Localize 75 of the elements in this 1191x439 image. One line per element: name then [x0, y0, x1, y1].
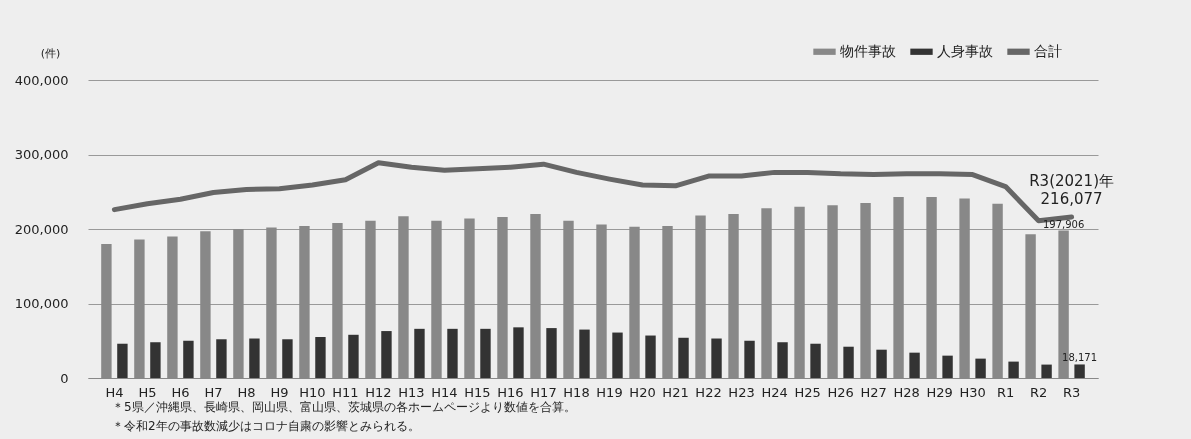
x-tick-label: H12 — [365, 384, 392, 400]
y-tick-label: 200,000 — [14, 221, 69, 237]
x-tick-label: H25 — [794, 384, 821, 400]
x-tick-label: H13 — [398, 384, 425, 400]
legend-label: 人身事故 — [937, 42, 993, 59]
bar — [249, 338, 260, 378]
x-tick-label: H10 — [299, 384, 326, 400]
y-axis-title: (件) — [40, 46, 61, 60]
x-tick-label: H28 — [893, 384, 920, 400]
bar — [513, 327, 524, 378]
bar — [447, 328, 458, 378]
x-tick-label: R1 — [996, 384, 1015, 400]
x-tick-label: H22 — [695, 384, 722, 400]
bar — [150, 342, 161, 378]
x-tick-label: H20 — [629, 384, 656, 400]
bar — [1008, 361, 1019, 378]
y-tick-label: 100,000 — [14, 296, 69, 311]
x-tick-label: H30 — [959, 384, 986, 400]
bar — [1074, 364, 1085, 378]
bar — [942, 355, 953, 378]
y-tick-label: 300,000 — [14, 147, 69, 162]
legend-label: 合計 — [1034, 42, 1062, 59]
x-tick-label: H15 — [464, 384, 491, 400]
bar — [579, 329, 590, 378]
x-tick-label: H6 — [171, 384, 190, 400]
x-tick-label: H11 — [332, 384, 359, 400]
bar — [480, 328, 491, 378]
bar — [843, 346, 854, 378]
y-tick-label: 400,000 — [14, 72, 69, 88]
bar — [414, 328, 425, 378]
bar — [909, 352, 920, 378]
x-tick-label: H24 — [761, 384, 788, 400]
bar — [546, 328, 557, 378]
x-tick-label: H8 — [237, 384, 256, 400]
x-tick-label: H17 — [530, 384, 557, 400]
bar — [282, 339, 293, 378]
bar — [975, 358, 986, 378]
x-tick-label: H26 — [827, 384, 854, 400]
bar — [348, 334, 359, 378]
bar — [645, 335, 656, 378]
bar — [777, 342, 788, 378]
bar — [216, 339, 227, 378]
x-tick-label: H21 — [662, 384, 689, 400]
x-tick-label: H14 — [431, 384, 458, 400]
bar — [117, 343, 128, 378]
bar — [876, 349, 887, 378]
x-tick-label: H18 — [563, 384, 590, 400]
y-tick-label: 0 — [60, 370, 69, 386]
x-tick-label: H29 — [926, 384, 953, 400]
bar — [315, 337, 326, 378]
bar — [744, 340, 755, 378]
bar — [1041, 364, 1052, 378]
data-label: 216,077 — [1040, 190, 1103, 209]
text: ＊令和2年の事故数減少はコロナ自粛の影響とみられる。 — [112, 418, 421, 435]
legend-label: 物件事故 — [840, 42, 896, 59]
x-tick-label: H27 — [860, 384, 887, 400]
x-tick-label: H7 — [204, 384, 223, 400]
bar — [810, 343, 821, 378]
bar — [612, 332, 623, 378]
x-tick-label: H16 — [497, 384, 524, 400]
text: ＊5県／沖縄県、長崎県、岡山県、富山県、茨城県の各ホームページより数値を合算。 — [112, 399, 576, 416]
x-tick-label: H23 — [728, 384, 755, 400]
bar — [183, 340, 194, 378]
data-label: 18,171 — [1062, 352, 1098, 364]
bar — [711, 338, 722, 378]
x-tick-label: R3 — [1062, 384, 1081, 400]
data-label: 197,906 — [1042, 218, 1085, 230]
x-tick-label: H9 — [270, 384, 289, 400]
x-tick-label: R2 — [1029, 384, 1048, 400]
x-tick-label: H19 — [596, 384, 623, 400]
x-tick-label: H4 — [105, 384, 124, 400]
bar — [381, 331, 392, 378]
annotation: R3(2021)年 — [1029, 172, 1115, 191]
bar — [678, 337, 689, 378]
x-tick-label: H5 — [138, 384, 157, 400]
